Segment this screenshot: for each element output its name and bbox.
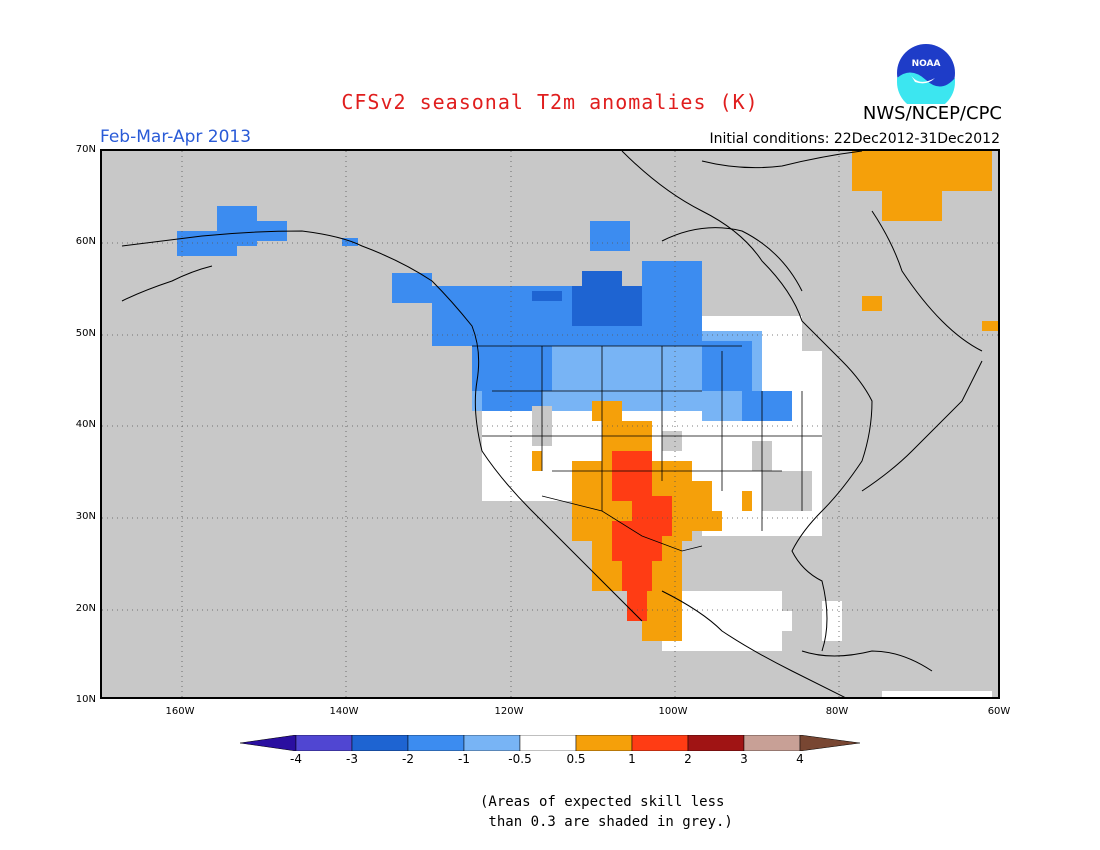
colorbar-label-minus3: -3 — [346, 752, 358, 766]
colorbar-bin-minus05-05 — [519, 735, 577, 751]
graticule — [102, 151, 998, 697]
lon-label-120w: 120W — [494, 706, 524, 717]
colorbar-label-4: 4 — [796, 752, 804, 766]
colorbar-label-minus2: -2 — [402, 752, 414, 766]
colorbar-bin-minus2-minus1 — [407, 735, 465, 751]
colorbar-label-minus4: -4 — [290, 752, 302, 766]
logo-text: NOAA — [912, 59, 941, 69]
footnote-line-2: than 0.3 are shaded in grey.) — [480, 814, 733, 830]
colorbar-label-minus1: -1 — [458, 752, 470, 766]
lat-label-30n: 30N — [75, 511, 96, 522]
colorbar-bin-below-minus4 — [240, 735, 297, 751]
noaa-logo: NOAA — [895, 42, 957, 111]
colorbar-bin-minus3-minus2 — [351, 735, 409, 751]
anomaly-map — [100, 149, 1000, 699]
lon-label-60w: 60W — [987, 706, 1011, 717]
colorbar-bin-2-3 — [687, 735, 745, 751]
colorbar-label-2: 2 — [684, 752, 692, 766]
lat-label-10n: 10N — [75, 694, 96, 705]
colorbar-label-1: 1 — [628, 752, 636, 766]
colorbar-label-05: 0.5 — [566, 752, 586, 766]
coastlines — [121, 151, 983, 697]
agency-label: NWS/NCEP/CPC — [862, 103, 1002, 124]
colorbar-bin-above-4 — [799, 735, 860, 751]
colorbar — [240, 735, 860, 751]
anomaly-region-red — [612, 451, 672, 621]
lat-label-20n: 20N — [75, 603, 96, 614]
political-borders — [472, 345, 822, 552]
anomaly-region-dark-blue — [532, 271, 642, 326]
footnote-line-1: (Areas of expected skill less — [480, 794, 725, 810]
initial-conditions: Initial conditions: 22Dec2012-31Dec2012 — [709, 131, 1001, 147]
lat-label-40n: 40N — [75, 419, 96, 430]
lon-label-140w: 140W — [329, 706, 359, 717]
map-canvas — [102, 151, 998, 697]
colorbar-bin-minus1-minus05 — [463, 735, 521, 751]
colorbar-bin-3-4 — [743, 735, 801, 751]
colorbar-label-minus05: -0.5 — [508, 752, 532, 766]
lat-label-50n: 50N — [75, 328, 96, 339]
colorbar-bin-minus4-minus3 — [295, 735, 353, 751]
lat-label-60n: 60N — [75, 236, 96, 247]
colorbar-bin-1-2 — [631, 735, 689, 751]
forecast-period: Feb-Mar-Apr 2013 — [100, 127, 252, 147]
colorbar-label-3: 3 — [740, 752, 748, 766]
anomaly-region-blue — [177, 206, 792, 421]
lon-label-100w: 100W — [658, 706, 688, 717]
lat-label-70n: 70N — [75, 144, 96, 155]
colorbar-bin-05-1 — [575, 735, 633, 751]
lon-label-80w: 80W — [825, 706, 849, 717]
skill-footnote: (Areas of expected skill less than 0.3 a… — [480, 792, 733, 832]
lon-label-160w: 160W — [165, 706, 195, 717]
map-title: CFSv2 seasonal T2m anomalies (K) — [341, 90, 759, 114]
